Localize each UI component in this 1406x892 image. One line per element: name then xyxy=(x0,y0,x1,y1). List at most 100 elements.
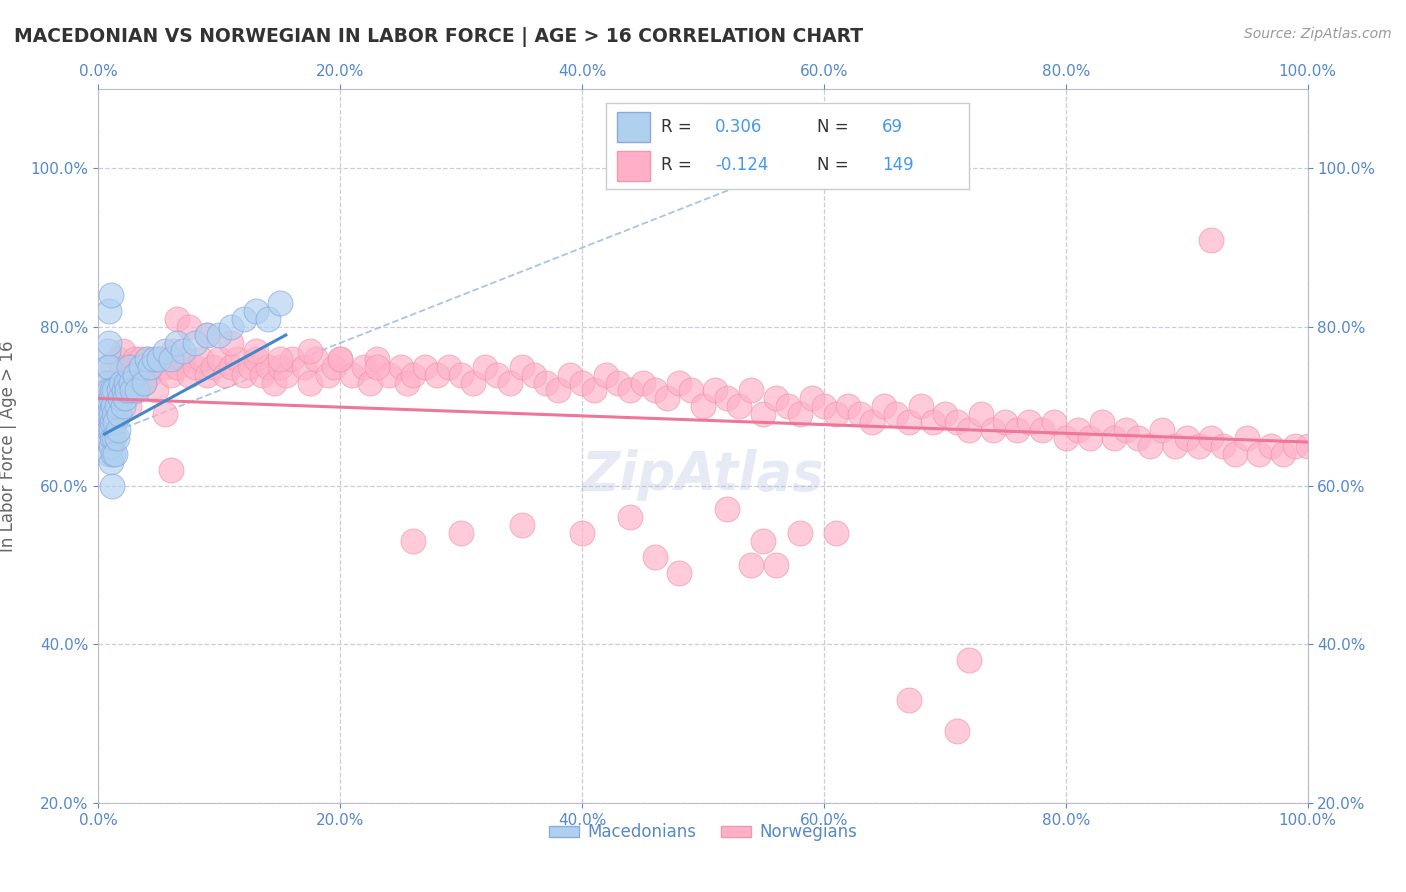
Point xyxy=(107,423,129,437)
Point xyxy=(121,384,143,398)
Point xyxy=(245,343,267,358)
Point xyxy=(153,359,176,374)
Point xyxy=(208,328,231,343)
Point xyxy=(523,368,546,382)
Point xyxy=(631,376,654,390)
Point xyxy=(118,400,141,414)
Point xyxy=(329,351,352,366)
Point xyxy=(221,359,243,374)
Point xyxy=(245,304,267,318)
Point xyxy=(789,407,811,421)
Point xyxy=(305,351,328,366)
Point xyxy=(100,423,122,437)
Point xyxy=(269,359,291,374)
Point xyxy=(910,400,932,414)
Point xyxy=(118,359,141,374)
Point xyxy=(450,368,472,382)
Point xyxy=(1199,431,1222,445)
Point xyxy=(127,368,149,382)
Point xyxy=(1188,439,1211,453)
Point xyxy=(93,392,115,406)
Point xyxy=(127,384,149,398)
Point xyxy=(96,431,118,445)
Text: Source: ZipAtlas.com: Source: ZipAtlas.com xyxy=(1244,27,1392,41)
Point xyxy=(153,407,176,421)
Point xyxy=(377,368,399,382)
Point xyxy=(1139,439,1161,453)
Point xyxy=(329,351,352,366)
Point xyxy=(135,351,157,366)
Point xyxy=(1163,439,1185,453)
Point xyxy=(160,463,183,477)
Point xyxy=(142,359,165,374)
Point xyxy=(184,359,207,374)
Point xyxy=(813,400,835,414)
Point xyxy=(1031,423,1053,437)
Point xyxy=(100,455,122,469)
Point xyxy=(607,376,630,390)
Point xyxy=(619,384,641,398)
Point xyxy=(100,415,122,429)
Point xyxy=(860,415,883,429)
Point xyxy=(100,288,122,302)
Point xyxy=(323,359,346,374)
Point xyxy=(195,328,218,343)
Point xyxy=(981,423,1004,437)
Point xyxy=(1296,439,1319,453)
Point xyxy=(1115,423,1137,437)
Point xyxy=(704,384,727,398)
Point xyxy=(103,384,125,398)
Point xyxy=(148,351,170,366)
Point xyxy=(108,368,131,382)
Point xyxy=(195,368,218,382)
Point xyxy=(299,376,322,390)
Point xyxy=(1212,439,1234,453)
Point xyxy=(104,447,127,461)
Point xyxy=(692,400,714,414)
Point xyxy=(179,320,201,334)
Point xyxy=(571,526,593,541)
Point xyxy=(269,296,291,310)
Point xyxy=(1272,447,1295,461)
Point xyxy=(166,335,188,350)
Text: ZipAtlas: ZipAtlas xyxy=(582,449,824,500)
Point xyxy=(100,439,122,453)
Point xyxy=(138,368,160,382)
Point xyxy=(1067,423,1090,437)
Point xyxy=(120,376,142,390)
Point xyxy=(644,384,666,398)
Point xyxy=(716,392,738,406)
Point xyxy=(134,376,156,390)
Point xyxy=(263,376,285,390)
Point xyxy=(112,384,135,398)
Point xyxy=(1236,431,1258,445)
Point xyxy=(214,368,236,382)
Point xyxy=(232,312,254,326)
Point xyxy=(402,368,425,382)
Point xyxy=(129,359,152,374)
Point xyxy=(498,376,520,390)
Point xyxy=(740,558,762,572)
Point xyxy=(342,368,364,382)
Point xyxy=(124,368,146,382)
Point xyxy=(184,335,207,350)
Point xyxy=(250,368,273,382)
Point xyxy=(886,407,908,421)
Point xyxy=(547,384,569,398)
Point xyxy=(221,320,243,334)
Point xyxy=(389,359,412,374)
Point xyxy=(765,558,787,572)
Point xyxy=(825,407,848,421)
Point xyxy=(353,359,375,374)
Point xyxy=(202,359,225,374)
Point xyxy=(728,400,751,414)
Point xyxy=(103,431,125,445)
Point xyxy=(510,518,533,533)
Point xyxy=(274,368,297,382)
Point xyxy=(160,351,183,366)
Point xyxy=(1091,415,1114,429)
Point xyxy=(111,343,134,358)
Point xyxy=(98,384,121,398)
Point xyxy=(752,407,775,421)
Point xyxy=(96,359,118,374)
